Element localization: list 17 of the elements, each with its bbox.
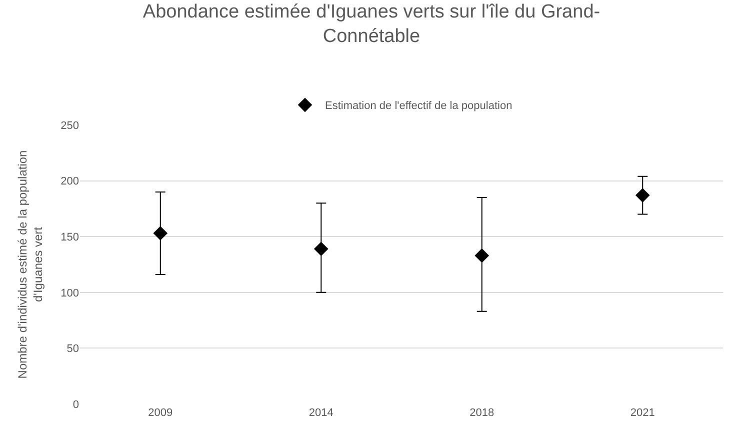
x-tick-label: 2009 <box>148 407 173 419</box>
point <box>474 248 490 263</box>
y-tick-label: 100 <box>60 287 79 300</box>
legend-label: Estimation de l'effectif de la population <box>325 100 512 112</box>
point <box>314 242 328 256</box>
y-tick-label: 200 <box>60 176 79 188</box>
y-tick-label: 150 <box>60 231 79 244</box>
y-tick-label: 50 <box>66 343 79 356</box>
chart-title: Abondance estimée d'Iguanes verts sur l'île du Grand-Connétable <box>142 1 600 48</box>
x-tick-label: 2018 <box>470 407 494 419</box>
point <box>635 188 650 202</box>
y-axis-title: Nombre d'individus estimé de la population d'Iguanes vert <box>15 150 45 379</box>
x-tick-label: 2014 <box>308 407 334 419</box>
y-tick-label: 250 <box>60 120 79 132</box>
y-tick-label: 0 <box>72 398 79 411</box>
x-tick-label: 2021 <box>630 407 655 419</box>
point <box>153 226 168 240</box>
